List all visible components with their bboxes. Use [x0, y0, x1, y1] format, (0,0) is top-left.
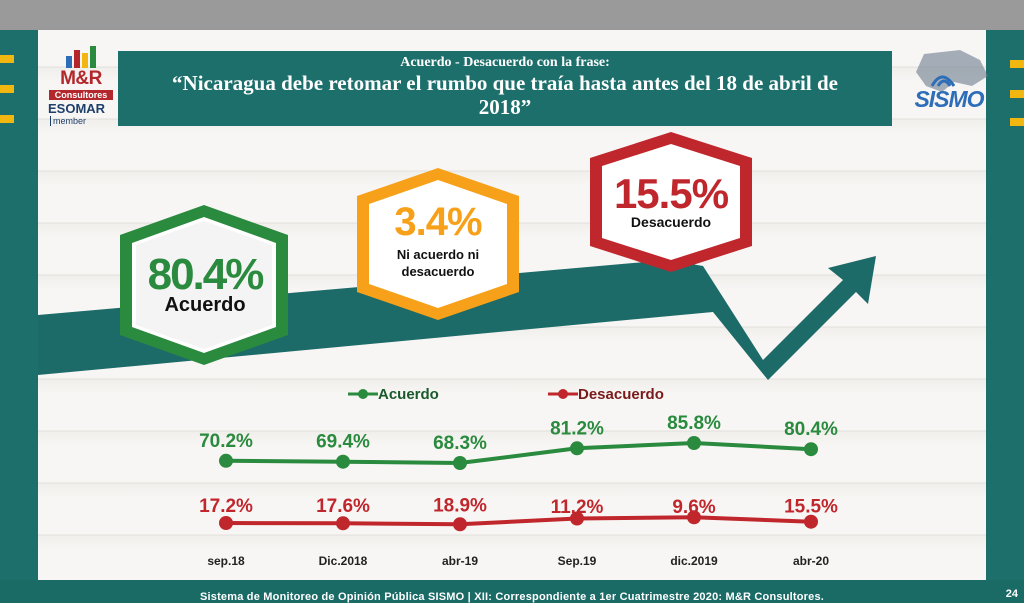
legend-desacuerdo: Desacuerdo — [578, 386, 664, 403]
x-tick-label: sep.18 — [207, 554, 245, 568]
chart-icon — [66, 46, 96, 68]
data-point — [687, 510, 701, 525]
top-bar — [0, 0, 1024, 30]
data-point — [570, 511, 584, 526]
neutral-label-line-2: desacuerdo — [401, 264, 475, 279]
esomar-text: ESOMAR — [48, 101, 106, 116]
neutral-label-line-1: Ni acuerdo ni — [396, 247, 480, 262]
decor-dash — [0, 85, 14, 93]
acuerdo-label: Acuerdo — [164, 294, 246, 316]
series-line-desacuerdo — [225, 515, 812, 527]
member-text: member — [50, 116, 86, 126]
title-line-2: “Nicaragua debe retomar el rumbo que tra… — [172, 71, 838, 119]
mr-consultores-logo: M&R Consultores ESOMAR member — [46, 44, 116, 126]
data-point — [336, 454, 350, 469]
desacuerdo-label: Desacuerdo — [630, 214, 712, 230]
decor-dash — [0, 115, 14, 123]
data-point — [804, 442, 818, 457]
decor-dash — [1010, 90, 1024, 98]
data-label: 15.5% — [784, 496, 838, 517]
data-point — [219, 516, 233, 530]
sismo-logo-text: SISMO — [914, 86, 984, 112]
footer-bar — [0, 580, 1024, 603]
acuerdo-badge — [120, 205, 288, 365]
data-point — [219, 453, 233, 468]
data-label: 81.2% — [550, 418, 604, 439]
data-point — [804, 514, 818, 529]
data-point — [453, 456, 467, 470]
x-tick-label: abr-20 — [793, 554, 829, 568]
data-label: 11.2% — [551, 497, 604, 518]
desacuerdo-badge — [590, 132, 752, 272]
title-box: Acuerdo - Desacuerdo con la frase: “Nica… — [118, 51, 892, 126]
data-label: 17.6% — [316, 496, 370, 517]
mr-logo-text: M&R — [60, 68, 102, 89]
neutral-value: 3.4% — [394, 200, 482, 244]
data-point — [453, 517, 467, 532]
series-line-acuerdo — [225, 440, 812, 466]
mr-logo-subtitle: Consultores — [49, 90, 113, 100]
x-tick-label: Dic.2018 — [319, 554, 368, 568]
data-label: 85.8% — [667, 413, 721, 434]
data-point — [570, 441, 584, 456]
decor-dash — [1010, 118, 1024, 126]
x-tick-label: Sep.19 — [558, 554, 597, 568]
title-line-1: Acuerdo - Desacuerdo con la frase: — [400, 55, 610, 70]
data-label: 17.2% — [199, 496, 253, 517]
footer-text: Sistema de Monitoreo de Opinión Pública … — [199, 591, 825, 603]
legend-acuerdo: Acuerdo — [378, 386, 439, 403]
data-label: 68.3% — [433, 433, 487, 454]
sismo-logo: SISMO — [902, 46, 996, 118]
data-label: 70.2% — [199, 431, 253, 452]
legend-desacuerdo-marker — [548, 389, 578, 399]
decor-dash — [1010, 60, 1024, 68]
data-label: 18.9% — [433, 496, 487, 517]
sismo-map-icon — [916, 50, 988, 92]
page-number: 24 — [1005, 588, 1018, 600]
desacuerdo-value: 15.5% — [613, 170, 729, 217]
data-label: 69.4% — [316, 432, 370, 453]
decor-dash — [0, 55, 14, 63]
data-point — [336, 516, 350, 531]
neutral-badge — [357, 168, 519, 320]
x-tick-label: abr-19 — [442, 554, 478, 568]
data-label: 9.6% — [672, 497, 715, 518]
data-label: 80.4% — [784, 419, 838, 440]
acuerdo-value: 80.4% — [147, 250, 265, 299]
legend-acuerdo-marker — [348, 389, 378, 399]
data-point — [687, 436, 701, 450]
x-tick-label: dic.2019 — [670, 554, 718, 568]
